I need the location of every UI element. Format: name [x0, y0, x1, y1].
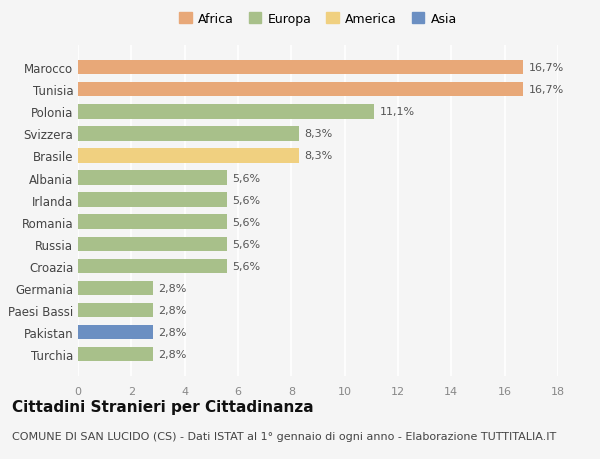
Text: 5,6%: 5,6%: [233, 261, 261, 271]
Bar: [78, 237, 227, 252]
Text: 2,8%: 2,8%: [158, 327, 187, 337]
Bar: [78, 215, 227, 230]
Bar: [78, 149, 299, 163]
Bar: [78, 127, 299, 141]
Bar: [78, 281, 152, 295]
Bar: [78, 61, 523, 75]
Text: COMUNE DI SAN LUCIDO (CS) - Dati ISTAT al 1° gennaio di ogni anno - Elaborazione: COMUNE DI SAN LUCIDO (CS) - Dati ISTAT a…: [12, 431, 556, 442]
Bar: [78, 83, 523, 97]
Text: 11,1%: 11,1%: [379, 107, 415, 117]
Bar: [78, 193, 227, 207]
Text: 5,6%: 5,6%: [233, 195, 261, 205]
Legend: Africa, Europa, America, Asia: Africa, Europa, America, Asia: [175, 9, 461, 30]
Text: 5,6%: 5,6%: [233, 239, 261, 249]
Text: 2,8%: 2,8%: [158, 305, 187, 315]
Bar: [78, 325, 152, 339]
Bar: [78, 171, 227, 185]
Text: 2,8%: 2,8%: [158, 283, 187, 293]
Bar: [78, 105, 374, 119]
Text: 16,7%: 16,7%: [529, 63, 564, 73]
Text: 16,7%: 16,7%: [529, 85, 564, 95]
Text: 5,6%: 5,6%: [233, 173, 261, 183]
Bar: [78, 303, 152, 317]
Bar: [78, 259, 227, 273]
Text: Cittadini Stranieri per Cittadinanza: Cittadini Stranieri per Cittadinanza: [12, 399, 314, 414]
Text: 8,3%: 8,3%: [305, 129, 333, 139]
Text: 5,6%: 5,6%: [233, 217, 261, 227]
Text: 2,8%: 2,8%: [158, 349, 187, 359]
Text: 8,3%: 8,3%: [305, 151, 333, 161]
Bar: [78, 347, 152, 361]
